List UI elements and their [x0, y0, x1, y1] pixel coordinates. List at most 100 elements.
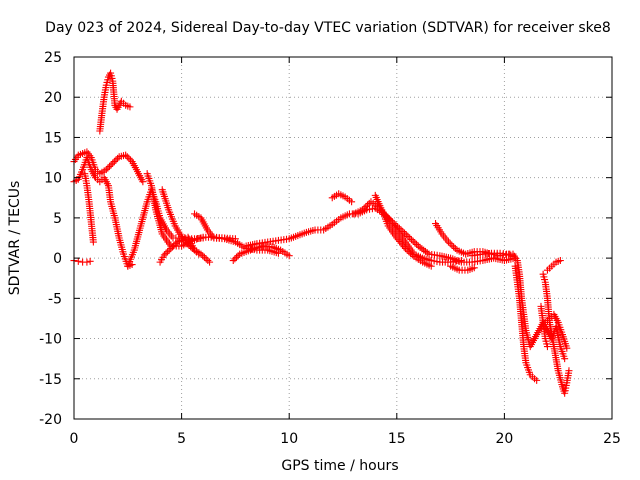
data-point-marker [197, 250, 205, 258]
series-prn-v [537, 302, 551, 351]
data-point-marker [404, 232, 412, 240]
data-point-marker [409, 237, 417, 245]
data-point-marker [360, 204, 368, 212]
data-point-marker [406, 234, 414, 242]
data-point-marker [408, 251, 416, 259]
series-prn-s [539, 270, 573, 397]
series-prn-g [158, 186, 214, 266]
data-point-marker [183, 240, 191, 248]
data-point-marker [83, 258, 91, 266]
axis-ticks [73, 56, 613, 420]
data-point-marker [202, 255, 210, 263]
data-point-marker [123, 153, 131, 161]
data-point-marker [160, 251, 168, 259]
y-tick-label: 15 [44, 130, 62, 146]
y-tick-label: 5 [53, 211, 62, 227]
data-point-marker [172, 240, 180, 248]
series-prn-i [191, 210, 282, 257]
data-point-marker [285, 252, 293, 260]
data-point-marker [204, 257, 212, 265]
data-point-marker [411, 239, 419, 247]
data-point-marker [126, 156, 134, 164]
data-point-marker [139, 178, 147, 186]
data-point-marker [561, 355, 569, 363]
data-point-marker [444, 238, 452, 246]
data-point-marker [122, 151, 130, 159]
x-tick-label: 15 [388, 431, 406, 447]
data-point-marker [199, 252, 207, 260]
data-point-marker [200, 253, 208, 261]
y-tick-label: 0 [53, 251, 62, 267]
data-point-marker [403, 246, 411, 254]
series-prn-e [124, 186, 203, 270]
grid-lines [74, 57, 612, 419]
data-point-marker [206, 258, 214, 266]
series-early-top [96, 69, 134, 135]
data-point-marker [556, 257, 564, 265]
data-point-marker [112, 156, 120, 164]
x-tick-label: 25 [603, 431, 621, 447]
data-point-marker [229, 257, 237, 265]
data-point-marker [407, 249, 415, 257]
series-prn-l [328, 190, 356, 206]
x-axis-label: GPS time / hours [281, 458, 398, 474]
data-point-marker [199, 234, 207, 242]
data-point-marker [126, 103, 134, 111]
data-point-marker [234, 252, 242, 260]
data-point-marker [168, 243, 176, 251]
series-prn-t [541, 310, 571, 352]
y-tick-label: -15 [39, 372, 62, 388]
data-point-marker [185, 241, 193, 249]
x-tick-label: 20 [495, 431, 513, 447]
y-tick-label: 25 [44, 50, 62, 66]
y-tick-label: 10 [44, 171, 62, 187]
data-point-marker [74, 257, 82, 265]
y-tick-label: -20 [39, 412, 62, 428]
data-point-marker [413, 240, 421, 248]
data-point-marker [106, 162, 114, 170]
series-prn-h [156, 234, 207, 266]
y-tick-label: -5 [48, 291, 62, 307]
data-point-marker [400, 243, 408, 251]
x-tick-label: 10 [280, 431, 298, 447]
series-prn-j [229, 242, 293, 265]
data-point-marker [231, 255, 239, 263]
y-axis-label: SDTVAR / TECUs [7, 181, 23, 296]
data-point-marker [364, 201, 372, 209]
data-point-marker [104, 164, 112, 172]
data-point-marker [102, 166, 110, 174]
series-prn-p [447, 262, 478, 274]
data-point-marker [89, 238, 97, 246]
x-tick-label: 5 [177, 431, 186, 447]
data-point-marker [451, 244, 459, 252]
data-point-marker [405, 248, 413, 256]
y-tick-label: -10 [39, 332, 62, 348]
data-point-marker [543, 343, 551, 351]
data-point-marker [167, 244, 175, 252]
data-point-marker [362, 203, 370, 211]
series-prn-b [70, 154, 136, 270]
data-point-marker [109, 159, 117, 167]
data-point-marker [446, 240, 454, 248]
data-point-marker [107, 161, 115, 169]
data-points [70, 69, 573, 397]
y-tick-label: 20 [44, 90, 62, 106]
data-point-marker [565, 367, 573, 375]
data-point-marker [125, 154, 133, 162]
data-point-marker [164, 248, 172, 256]
x-tick-label: 0 [70, 431, 79, 447]
data-point-marker [348, 198, 356, 206]
data-point-marker [407, 236, 415, 244]
data-point-marker [450, 243, 458, 251]
data-point-marker [401, 244, 409, 252]
data-point-marker [470, 264, 478, 272]
data-point-marker [162, 249, 170, 257]
plot-frame [73, 56, 613, 420]
data-point-marker [402, 231, 410, 239]
data-point-marker [427, 262, 435, 270]
tick-labels: 0 5 10 15 20 25 -20 -15 -10 -5 0 5 10 15 20 25 [39, 50, 621, 447]
data-point-marker [457, 257, 465, 265]
data-point-marker [448, 241, 456, 249]
data-point-marker [358, 206, 366, 214]
